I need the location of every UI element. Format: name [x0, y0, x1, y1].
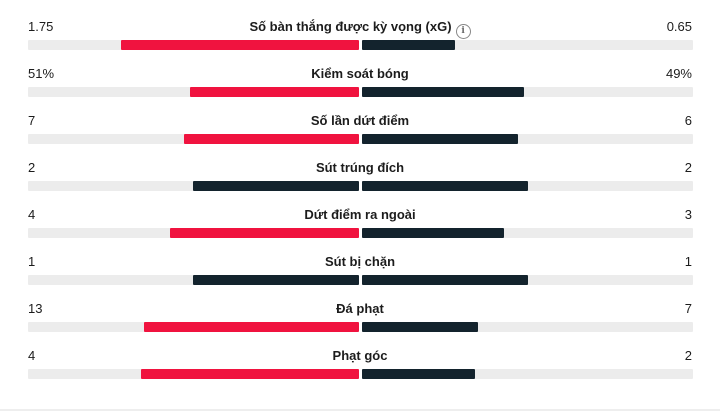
- away-bar-track: [362, 322, 693, 332]
- stat-row: 4 Dứt điểm ra ngoài 3: [0, 207, 720, 247]
- stat-label-text: Dứt điểm ra ngoài: [304, 207, 416, 222]
- stat-row: 1.75 Số bàn thắng được kỳ vọng (xG) i 0.65: [0, 19, 720, 59]
- away-bar-fill: [362, 322, 478, 332]
- stat-label-text: Kiểm soát bóng: [311, 66, 409, 81]
- home-bar-track: [28, 40, 359, 50]
- home-bar-track: [28, 181, 359, 191]
- away-value: 2: [684, 348, 692, 363]
- stat-row: 2 Sút trúng đích 2: [0, 160, 720, 200]
- stat-label-text: Sút trúng đích: [315, 160, 405, 175]
- home-bar-fill: [190, 87, 359, 97]
- home-value: 1.75: [28, 19, 54, 34]
- divider: [0, 409, 720, 411]
- home-bar-fill: [121, 40, 359, 50]
- away-value: 0.65: [666, 19, 692, 34]
- info-icon[interactable]: i: [455, 24, 471, 39]
- stat-label-text: Phạt góc: [332, 348, 388, 363]
- stat-label: Kiểm soát bóng: [0, 66, 720, 82]
- stat-row: 51% Kiểm soát bóng 49%: [0, 66, 720, 106]
- away-bar-fill: [362, 40, 455, 50]
- home-value: 51%: [28, 66, 55, 81]
- home-value: 13: [28, 301, 43, 316]
- away-bar-track: [362, 40, 693, 50]
- stat-label: Sút bị chặn: [0, 254, 720, 270]
- stat-label: Sút trúng đích: [0, 160, 720, 176]
- home-value: 1: [28, 254, 36, 269]
- away-bar-fill: [362, 275, 528, 285]
- away-bar-track: [362, 369, 693, 379]
- home-bar-track: [28, 87, 359, 97]
- home-value: 7: [28, 113, 36, 128]
- away-bar-fill: [362, 228, 504, 238]
- stat-label: Số bàn thắng được kỳ vọng (xG) i: [0, 19, 720, 39]
- home-bar-fill: [193, 275, 359, 285]
- away-value: 1: [684, 254, 692, 269]
- home-bar-track: [28, 228, 359, 238]
- away-value: 7: [684, 301, 692, 316]
- stat-row: 4 Phạt góc 2: [0, 348, 720, 388]
- stat-row: 1 Sút bị chặn 1: [0, 254, 720, 294]
- stat-label-text: Số bàn thắng được kỳ vọng (xG): [249, 19, 452, 34]
- stat-label-text: Sút bị chặn: [324, 254, 396, 269]
- away-value: 2: [684, 160, 692, 175]
- stat-label-text: Đá phạt: [336, 301, 384, 316]
- away-bar-track: [362, 228, 693, 238]
- away-bar-track: [362, 134, 693, 144]
- away-value: 3: [684, 207, 692, 222]
- away-value: 49%: [665, 66, 692, 81]
- home-bar-track: [28, 369, 359, 379]
- home-bar-fill: [170, 228, 359, 238]
- home-bar-fill: [184, 134, 359, 144]
- away-bar-fill: [362, 134, 518, 144]
- stat-label: Số lần dứt điểm: [0, 113, 720, 129]
- stat-row: 13 Đá phạt 7: [0, 301, 720, 341]
- away-value: 6: [684, 113, 692, 128]
- home-value: 4: [28, 207, 36, 222]
- away-bar-track: [362, 275, 693, 285]
- away-bar-fill: [362, 87, 524, 97]
- home-bar-track: [28, 322, 359, 332]
- away-bar-track: [362, 181, 693, 191]
- away-bar-fill: [362, 369, 475, 379]
- home-bar-fill: [144, 322, 359, 332]
- home-bar-fill: [141, 369, 359, 379]
- stat-label: Đá phạt: [0, 301, 720, 317]
- away-bar-track: [362, 87, 693, 97]
- stat-label-text: Số lần dứt điểm: [310, 113, 410, 128]
- home-value: 2: [28, 160, 36, 175]
- stat-label: Phạt góc: [0, 348, 720, 364]
- away-bar-fill: [362, 181, 528, 191]
- stat-row: 7 Số lần dứt điểm 6: [0, 113, 720, 153]
- home-bar-track: [28, 134, 359, 144]
- stat-label: Dứt điểm ra ngoài: [0, 207, 720, 223]
- home-value: 4: [28, 348, 36, 363]
- home-bar-fill: [193, 181, 359, 191]
- home-bar-track: [28, 275, 359, 285]
